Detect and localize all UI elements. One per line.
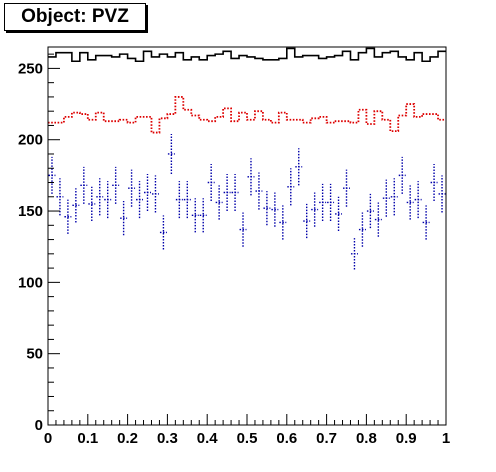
x-tick-label: 0 [44, 430, 52, 447]
x-tick-label: 0.8 [356, 430, 377, 447]
series-2 [48, 96, 446, 134]
step-line [48, 47, 446, 63]
chart-title: Object: PVZ [4, 3, 146, 31]
x-tick-label: 0.9 [396, 430, 417, 447]
x-tick-label: 0.4 [197, 430, 219, 447]
x-tick-label: 0.7 [316, 430, 337, 447]
x-tick-label: 0.1 [77, 430, 98, 447]
step-line [48, 96, 446, 134]
x-tick-label: 0.6 [276, 430, 297, 447]
y-tick-label: 200 [18, 132, 43, 149]
x-tick-label: 1 [442, 430, 450, 447]
series-3 [48, 134, 446, 270]
x-tick-label: 0.3 [157, 430, 178, 447]
plot-frame [47, 46, 447, 426]
axes: 0 0.1 0.2 0.3 0.4 0.5 0.6 0.7 0.8 0.9 1 0 50 100 150 20… [18, 46, 450, 447]
y-tick-label: 100 [18, 274, 43, 291]
series-1 [48, 47, 446, 63]
y-tick-label: 250 [18, 60, 43, 77]
y-tick-label: 150 [18, 203, 43, 220]
series-layer [48, 47, 446, 270]
x-tick-label: 0.5 [237, 430, 258, 447]
x-tick-label: 0.2 [117, 430, 138, 447]
y-tick-label: 50 [26, 346, 43, 363]
y-tick-label: 0 [35, 417, 43, 434]
